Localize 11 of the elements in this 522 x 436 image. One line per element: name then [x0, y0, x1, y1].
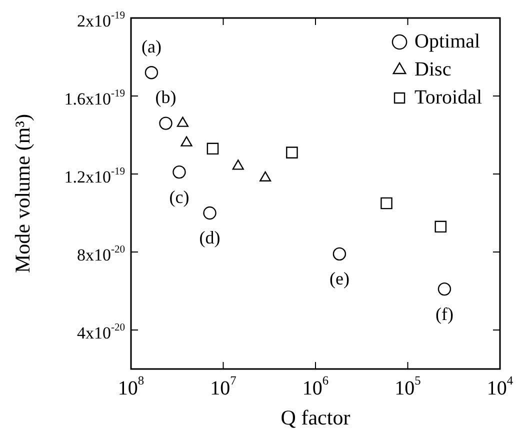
y-axis-title: Mode volume (m³): [10, 114, 35, 274]
legend-label: Disc: [414, 58, 452, 80]
annotation: (e): [329, 268, 350, 289]
annotation: (a): [141, 36, 162, 56]
annotation: (c): [169, 186, 190, 207]
annotation: (f): [435, 304, 454, 324]
legend-label: Toroidal: [414, 86, 482, 108]
annotation: (b): [155, 87, 176, 108]
legend-label: Optimal: [414, 30, 481, 52]
x-axis-title: Q factor: [280, 406, 350, 430]
annotation: (d): [199, 228, 220, 248]
